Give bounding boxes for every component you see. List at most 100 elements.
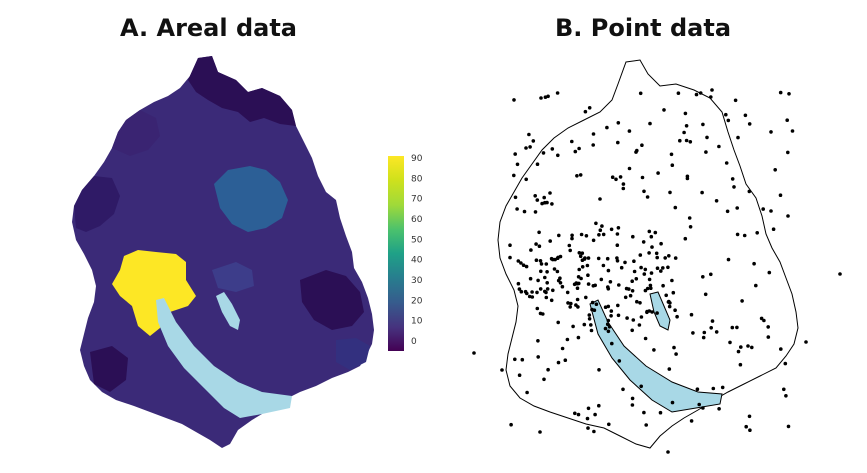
sample-point [541,151,546,155]
sample-point [684,138,689,143]
sample-point [519,261,523,265]
sample-point [664,293,668,298]
sample-point [537,244,542,248]
sample-point [663,256,667,260]
sample-point [649,286,653,291]
sample-point [591,238,596,243]
sample-point [650,245,654,249]
sample-point [519,289,524,294]
sample-point [603,326,608,331]
sample-point [543,95,548,99]
sample-point [644,423,648,427]
sample-point [591,284,596,288]
canton-region-base [72,56,374,448]
sample-point [610,175,615,179]
sample-point [601,232,606,237]
sample-point [736,135,740,140]
sample-point [782,387,786,392]
sample-point [608,280,613,284]
sample-point [556,360,561,365]
sample-point [652,348,656,352]
sample-point [515,162,520,167]
sample-point [778,193,783,197]
sample-point [638,301,642,305]
sample-point [643,267,648,272]
sample-point [594,302,599,307]
sample-point [642,272,647,276]
sample-point [548,191,552,195]
sample-point [525,390,529,395]
sample-point [730,177,735,181]
sample-point [569,301,573,306]
sample-point [524,146,528,150]
sample-point [740,299,744,303]
sample-point [597,233,601,237]
sample-point [570,236,574,241]
sample-point [630,328,634,333]
sample-point [671,290,676,295]
sample-point [560,284,565,289]
sample-point [607,422,611,427]
sample-point [755,231,759,235]
sample-point [590,307,594,312]
sample-point [643,336,648,341]
sample-point [555,256,560,261]
sample-point [556,320,560,325]
sample-point [655,255,659,260]
legend-tick-label: 80 [411,174,423,184]
sample-point [472,351,476,355]
sample-point [536,339,540,343]
region-west-dark [74,176,120,232]
sample-point [580,265,585,269]
sample-point [556,153,560,158]
sample-point [568,248,572,253]
sample-point [537,230,541,235]
sample-point [617,359,622,363]
sample-point [714,330,719,334]
sample-point [766,335,771,339]
sample-point [683,111,688,116]
legend-tick-label: 20 [411,296,423,306]
sample-point [621,387,625,392]
sample-point [635,299,639,304]
sample-point [548,239,552,243]
sample-point [538,259,543,263]
sample-point [616,140,620,145]
sample-point [527,132,531,137]
sample-point [567,243,572,248]
sample-point [752,261,756,266]
sample-point [694,92,699,97]
sample-point [596,256,601,261]
sample-point [512,98,516,102]
legend-colorbar [388,156,404,351]
sample-point [650,310,654,314]
sample-point [676,91,681,95]
sample-point [574,303,578,307]
sample-point [648,121,652,126]
sample-point [773,168,777,172]
sample-point [536,278,540,283]
sample-point [674,352,678,356]
sample-point [520,357,525,362]
sample-point [540,201,544,206]
sample-point [701,275,705,279]
sample-point [594,221,598,226]
sample-point [513,152,517,156]
sample-point [589,323,593,327]
sample-point [666,265,670,270]
sample-point [585,416,590,421]
sample-point [535,198,540,202]
sample-point [659,269,663,273]
sample-point [545,287,550,291]
region-south-dark [90,346,128,392]
sample-point [717,407,721,411]
sample-point [683,236,688,241]
sample-point [640,143,644,147]
sample-point [587,317,592,321]
sample-point [544,290,548,295]
sample-point [534,258,539,263]
sample-point [748,428,752,433]
legend-tick-label: 50 [411,235,423,245]
sample-point [508,255,512,260]
sample-point [769,130,773,134]
